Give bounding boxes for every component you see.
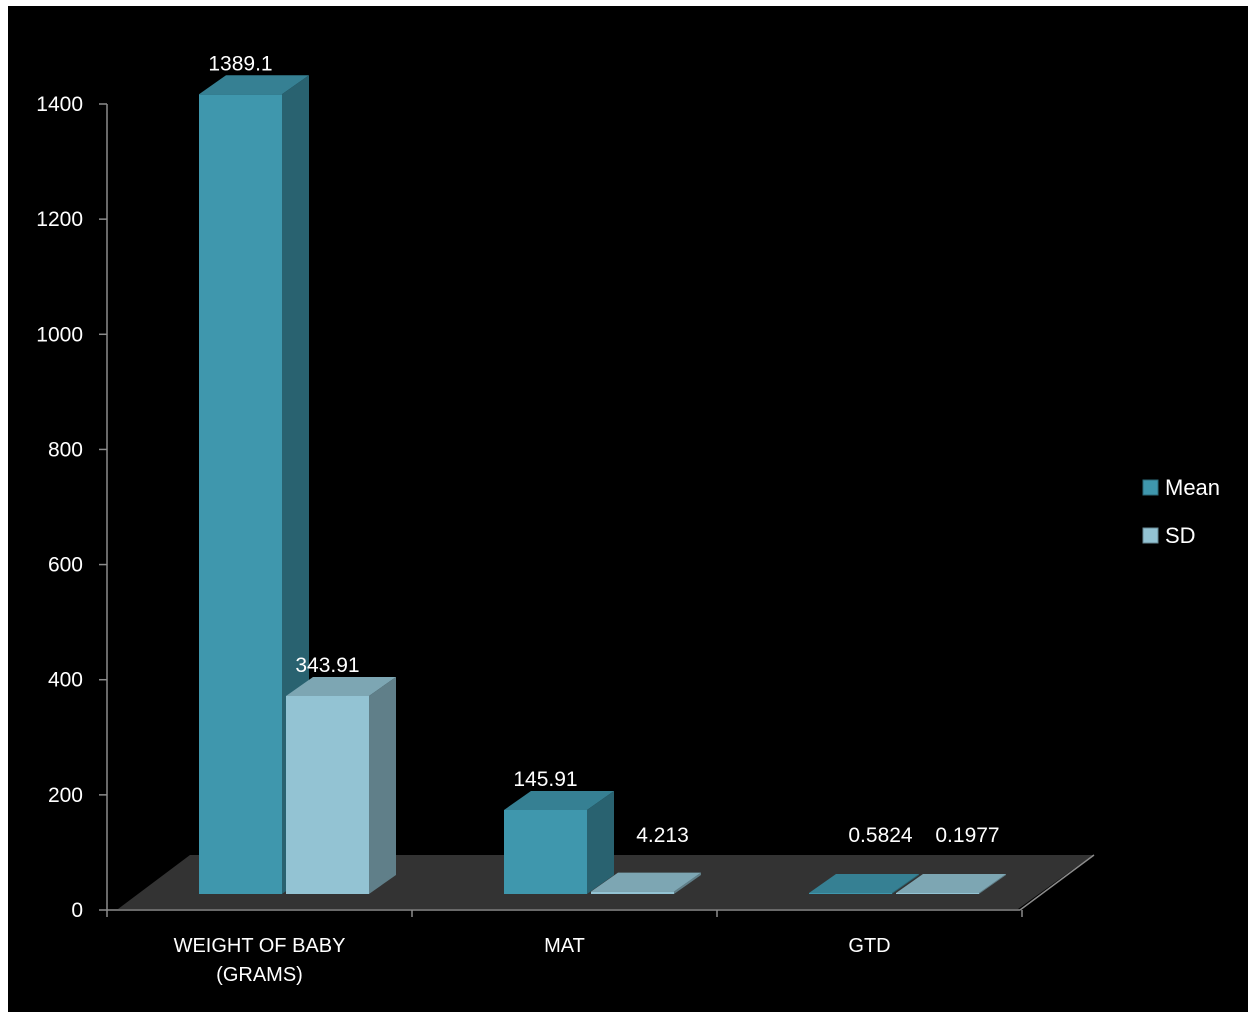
legend-swatch-sd bbox=[1142, 527, 1159, 544]
y-tick-label: 0 bbox=[71, 899, 83, 922]
data-label-mean: 0.5824 bbox=[848, 824, 913, 847]
data-label-sd: 4.213 bbox=[636, 824, 689, 847]
bar-side bbox=[674, 872, 701, 894]
y-tick-label: 1200 bbox=[36, 208, 83, 231]
bar-front bbox=[199, 94, 282, 895]
data-label-mean: 1389.1 bbox=[208, 52, 272, 75]
legend-label-mean: Mean bbox=[1165, 475, 1220, 500]
x-category-label: (GRAMS) bbox=[216, 964, 303, 986]
legend-label-sd: SD bbox=[1165, 523, 1196, 548]
bar-sd-1 bbox=[591, 872, 701, 894]
y-tick-label: 200 bbox=[48, 784, 83, 807]
y-tick-label: 800 bbox=[48, 438, 83, 461]
x-category-label: WEIGHT OF BABY bbox=[174, 935, 346, 957]
bar-front bbox=[591, 891, 674, 894]
y-tick-label: 600 bbox=[48, 554, 83, 577]
y-tick-label: 1000 bbox=[36, 323, 83, 346]
bar-sd-2 bbox=[896, 874, 1006, 894]
bar-top bbox=[286, 677, 396, 697]
y-tick-label: 400 bbox=[48, 669, 83, 692]
bar-top bbox=[199, 75, 309, 95]
bar-top bbox=[504, 790, 614, 810]
bar-top bbox=[896, 874, 1006, 893]
y-tick-label: 1400 bbox=[36, 93, 83, 116]
data-label-sd: 343.91 bbox=[295, 654, 359, 677]
bar-side bbox=[979, 874, 1006, 894]
bar-front bbox=[809, 893, 892, 894]
bar-mean-1 bbox=[504, 790, 614, 894]
bar-side bbox=[587, 790, 614, 894]
bar-sd-0 bbox=[286, 677, 396, 894]
bar-mean-2 bbox=[809, 874, 919, 894]
data-label-mean: 145.91 bbox=[513, 768, 577, 791]
bar-top bbox=[591, 872, 701, 892]
x-axis-depth-line bbox=[1019, 854, 1095, 911]
legend-swatch-mean bbox=[1142, 479, 1159, 496]
bar-side bbox=[369, 677, 396, 894]
bar-front bbox=[504, 809, 587, 894]
bar-front bbox=[896, 893, 979, 894]
data-label-sd: 0.1977 bbox=[935, 824, 999, 847]
x-category-label: GTD bbox=[848, 935, 890, 957]
x-category-label: MAT bbox=[544, 935, 585, 957]
bar-top bbox=[809, 874, 919, 893]
bar-side bbox=[892, 874, 919, 894]
bar-front bbox=[286, 696, 369, 894]
